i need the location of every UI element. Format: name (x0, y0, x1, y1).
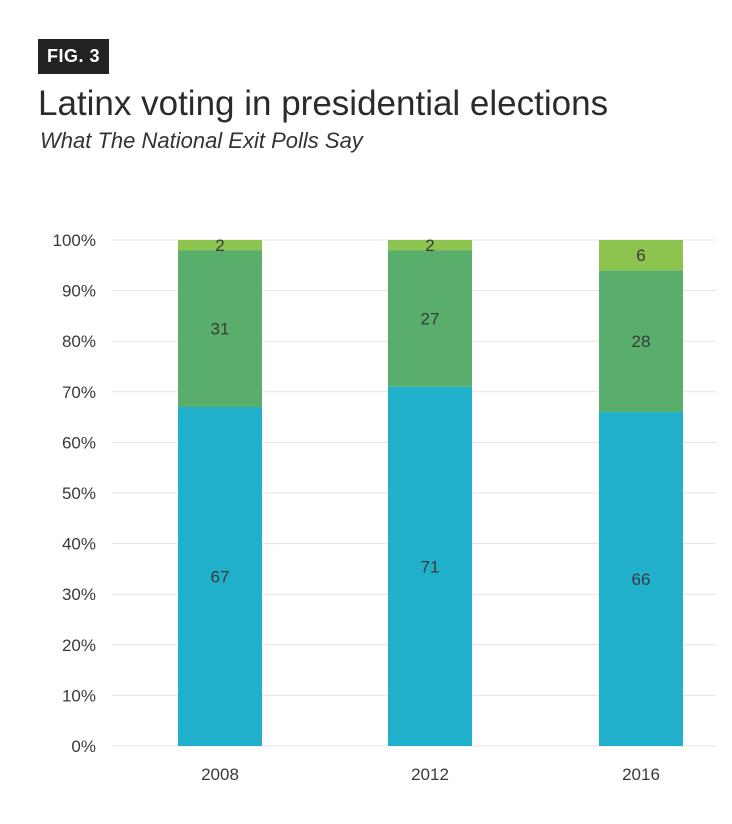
bar-segment (178, 250, 262, 407)
data-label: 2 (425, 236, 434, 255)
data-label: 67 (211, 567, 230, 586)
data-label: 71 (421, 557, 440, 576)
y-tick-label: 60% (62, 433, 96, 452)
y-tick-label: 50% (62, 484, 96, 503)
chart-subtitle: What The National Exit Polls Say (40, 128, 363, 153)
bars: 67 31 2 71 27 2 66 28 6 (178, 236, 683, 746)
y-tick-label: 40% (62, 535, 96, 554)
data-label: 6 (636, 246, 645, 265)
x-axis-tick-labels: 2008 2012 2016 (201, 765, 660, 784)
data-label: 2 (215, 236, 224, 255)
bar-segment (178, 406, 262, 746)
data-label: 66 (632, 570, 651, 589)
chart-title: Latinx voting in presidential elections (38, 84, 609, 123)
bar-segment (599, 240, 683, 271)
data-label: 28 (632, 332, 651, 351)
y-tick-label: 20% (62, 636, 96, 655)
bar-segment (178, 240, 262, 251)
x-tick-label: 2016 (622, 765, 660, 784)
y-tick-label: 80% (62, 332, 96, 351)
data-label: 27 (421, 309, 440, 328)
bar-segment (599, 270, 683, 413)
y-tick-label: 0% (71, 737, 96, 756)
y-tick-label: 100% (53, 231, 96, 250)
figure-badge: FIG. 3 (38, 39, 110, 74)
data-label: 31 (211, 320, 230, 339)
y-tick-label: 10% (62, 686, 96, 705)
y-tick-label: 90% (62, 282, 96, 301)
bar-segment (388, 250, 472, 387)
bar-segment (599, 412, 683, 746)
x-tick-label: 2008 (201, 765, 239, 784)
y-axis-tick-labels: 0% 10% 20% 30% 40% 50% 60% 70% 80% 90% 100% (53, 231, 96, 756)
bar-segment (388, 386, 472, 746)
y-tick-label: 70% (62, 383, 96, 402)
y-tick-label: 30% (62, 585, 96, 604)
bar-segment (388, 240, 472, 251)
x-tick-label: 2012 (411, 765, 449, 784)
